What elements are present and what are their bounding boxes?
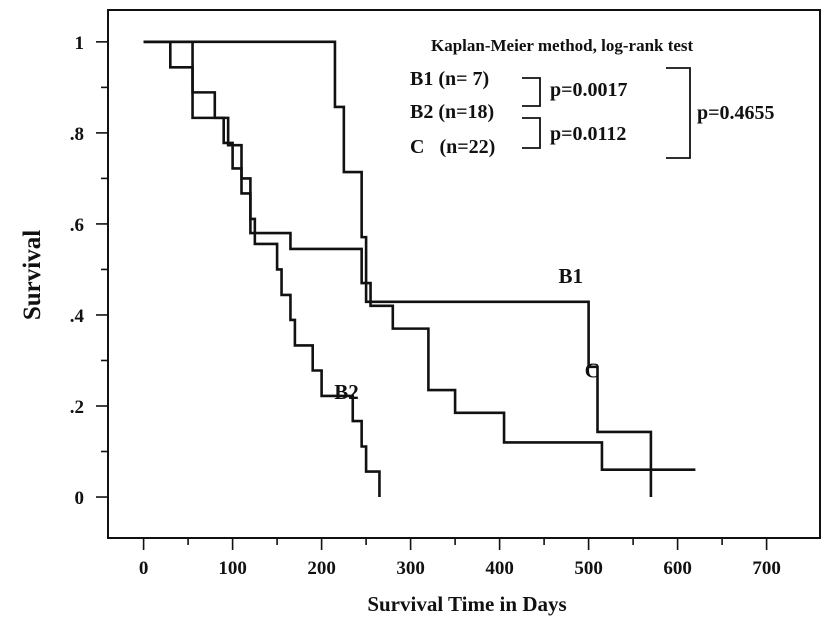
x-tick-label: 400 — [485, 558, 514, 579]
plot-frame — [107, 9, 821, 539]
curve-labels: B1 B2 C — [334, 264, 599, 404]
x-tick-label: 500 — [574, 558, 603, 579]
y-axis-title: Survival — [19, 230, 46, 320]
p-value-b1-c: p=0.4655 — [697, 102, 775, 124]
group-label-b1: B1 (n= 7) — [410, 68, 489, 90]
survival-curve-b2 — [143, 40, 381, 498]
y-tick-label: .6 — [70, 215, 84, 236]
y-tick-label: .8 — [70, 124, 84, 145]
group-label-c: C (n=22) — [410, 136, 495, 158]
x-tick-label: 100 — [218, 558, 247, 579]
y-tick-label: 1 — [75, 33, 85, 54]
y-tick-label: 0 — [75, 488, 85, 509]
method-label: Kaplan-Meier method, log-rank test — [431, 36, 694, 55]
p-value-b2-c: p=0.0112 — [550, 123, 626, 145]
axis-ticks: 0 100 200 300 400 500 600 700 0 .2 .4 .6 .8 1 — [70, 33, 781, 579]
bracket-b1-c — [666, 67, 691, 159]
y-tick-label: .4 — [70, 306, 85, 327]
curve-label-c: C — [585, 358, 600, 382]
survival-curve-b1 — [143, 40, 653, 498]
bracket-b1-b2 — [522, 77, 541, 107]
x-tick-label: 700 — [752, 558, 781, 579]
group-label-b2: B2 (n=18) — [410, 101, 494, 123]
x-tick-label: 300 — [396, 558, 425, 579]
y-tick-label: .2 — [70, 397, 84, 418]
test-annotation: Kaplan-Meier method, log-rank test B1 (n… — [410, 36, 775, 159]
curve-label-b1: B1 — [559, 264, 584, 288]
x-tick-label: 200 — [307, 558, 336, 579]
p-value-b1-b2: p=0.0017 — [550, 79, 628, 101]
bracket-b2-c — [522, 117, 541, 149]
x-axis-title: Survival Time in Days — [367, 592, 566, 616]
survival-curves — [143, 40, 696, 498]
curve-label-b2: B2 — [334, 380, 359, 404]
x-tick-label: 600 — [663, 558, 692, 579]
survival-curve-c — [143, 40, 696, 472]
x-tick-label: 0 — [139, 558, 149, 579]
